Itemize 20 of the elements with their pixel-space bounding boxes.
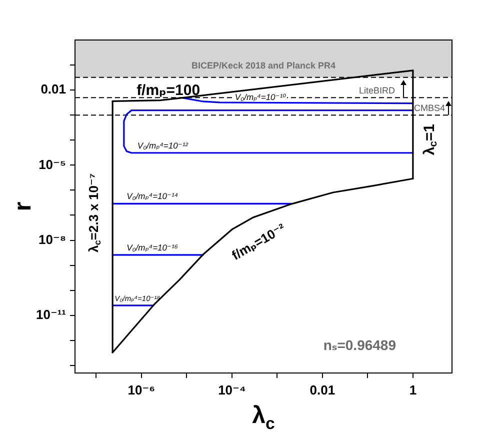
- x-tick-label: 10⁻⁴: [218, 382, 246, 398]
- series-label: V₀/mₚ⁴=10⁻¹⁰: [234, 92, 287, 102]
- ref-line-label: LiteBIRD: [358, 86, 396, 96]
- y-tick-label: 0.01: [40, 82, 66, 97]
- y-axis-title: r: [10, 202, 37, 212]
- ref-line-label: CMBS4: [414, 103, 446, 114]
- series-label: V₀/mₚ⁴=10⁻¹⁴: [126, 191, 178, 202]
- y-tick-label: 10⁻⁸: [38, 232, 66, 247]
- x-tick-label: 10⁻⁶: [128, 382, 156, 398]
- series-label: V₀/mₚ⁴=10⁻¹²: [137, 140, 190, 150]
- series-label: f/mₚ=100: [136, 82, 200, 100]
- x-tick-label: 0.01: [310, 382, 336, 398]
- y-tick-label: 10⁻¹¹: [36, 306, 66, 322]
- text: λc=2.3 x 10⁻⁷: [86, 173, 102, 252]
- text: λc=1: [421, 124, 440, 156]
- band-label: BICEP/Keck 2018 and Planck PR4: [191, 60, 336, 70]
- series-label: V₀/mₚ⁴=10⁻¹⁶: [126, 242, 178, 252]
- y-tick-label: 10⁻⁵: [38, 156, 66, 172]
- x-tick-label: 1: [409, 382, 417, 398]
- annotation: nₛ=0.96489: [323, 337, 396, 353]
